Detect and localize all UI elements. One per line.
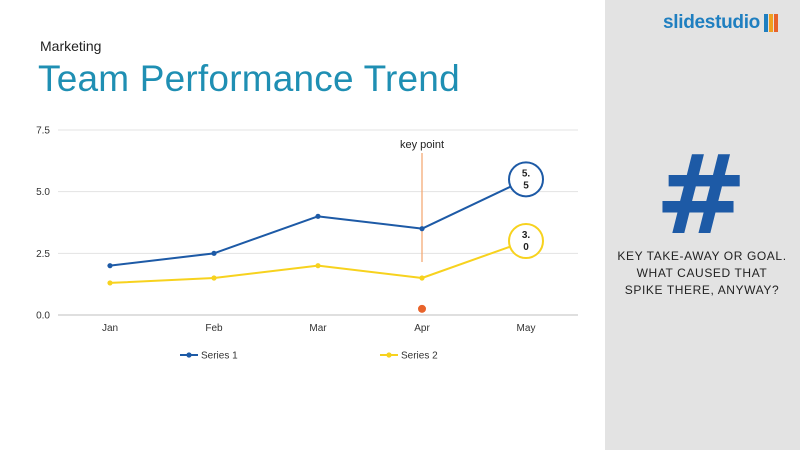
x-tick-label: Mar xyxy=(309,323,327,334)
legend-label: Series 2 xyxy=(401,351,438,362)
y-tick-label: 0.0 xyxy=(36,311,50,322)
legend-label: Series 1 xyxy=(201,351,238,362)
data-point-series-2 xyxy=(211,275,217,281)
data-point-series-1 xyxy=(419,226,425,232)
legend-swatch-point xyxy=(186,352,192,358)
key-point-label: key point xyxy=(400,139,444,151)
series-line-2 xyxy=(109,240,527,284)
side-panel: slidestudio xyxy=(605,0,800,450)
value-callout-text: 5 xyxy=(523,180,529,191)
key-point-marker xyxy=(418,304,426,313)
value-callout-text: 3. xyxy=(522,230,531,241)
x-tick-label: Apr xyxy=(414,323,430,334)
value-callout xyxy=(508,223,544,259)
y-tick-label: 2.5 xyxy=(36,249,50,260)
data-point-series-1 xyxy=(211,250,217,256)
data-point-series-2 xyxy=(315,263,321,269)
takeaway-text: KEY TAKE-AWAY OR GOAL. WHAT CAUSED THAT … xyxy=(617,249,787,297)
data-point-series-2 xyxy=(107,280,113,286)
value-callout-text: 0 xyxy=(523,242,529,253)
data-point-series-1 xyxy=(107,263,113,269)
x-tick-label: Feb xyxy=(205,323,223,334)
series-line-1 xyxy=(109,178,527,267)
value-callout-text: 5. xyxy=(522,168,531,179)
y-tick-label: 7.5 xyxy=(36,126,50,137)
data-point-series-1 xyxy=(315,213,321,219)
y-tick-label: 5.0 xyxy=(36,187,50,198)
x-tick-label: May xyxy=(517,323,536,334)
category-label: Marketing xyxy=(40,38,102,54)
hashtag-icon: # xyxy=(655,131,748,259)
brand-logo: slidestudio xyxy=(663,12,778,34)
x-tick-label: Jan xyxy=(102,323,118,334)
value-callout xyxy=(508,161,544,198)
brand-name: slidestudio xyxy=(663,12,760,33)
slide-title: Team Performance Trend xyxy=(38,58,460,99)
brand-logo-icon xyxy=(764,14,778,32)
legend-swatch-point xyxy=(386,352,392,358)
data-point-series-2 xyxy=(419,275,425,281)
